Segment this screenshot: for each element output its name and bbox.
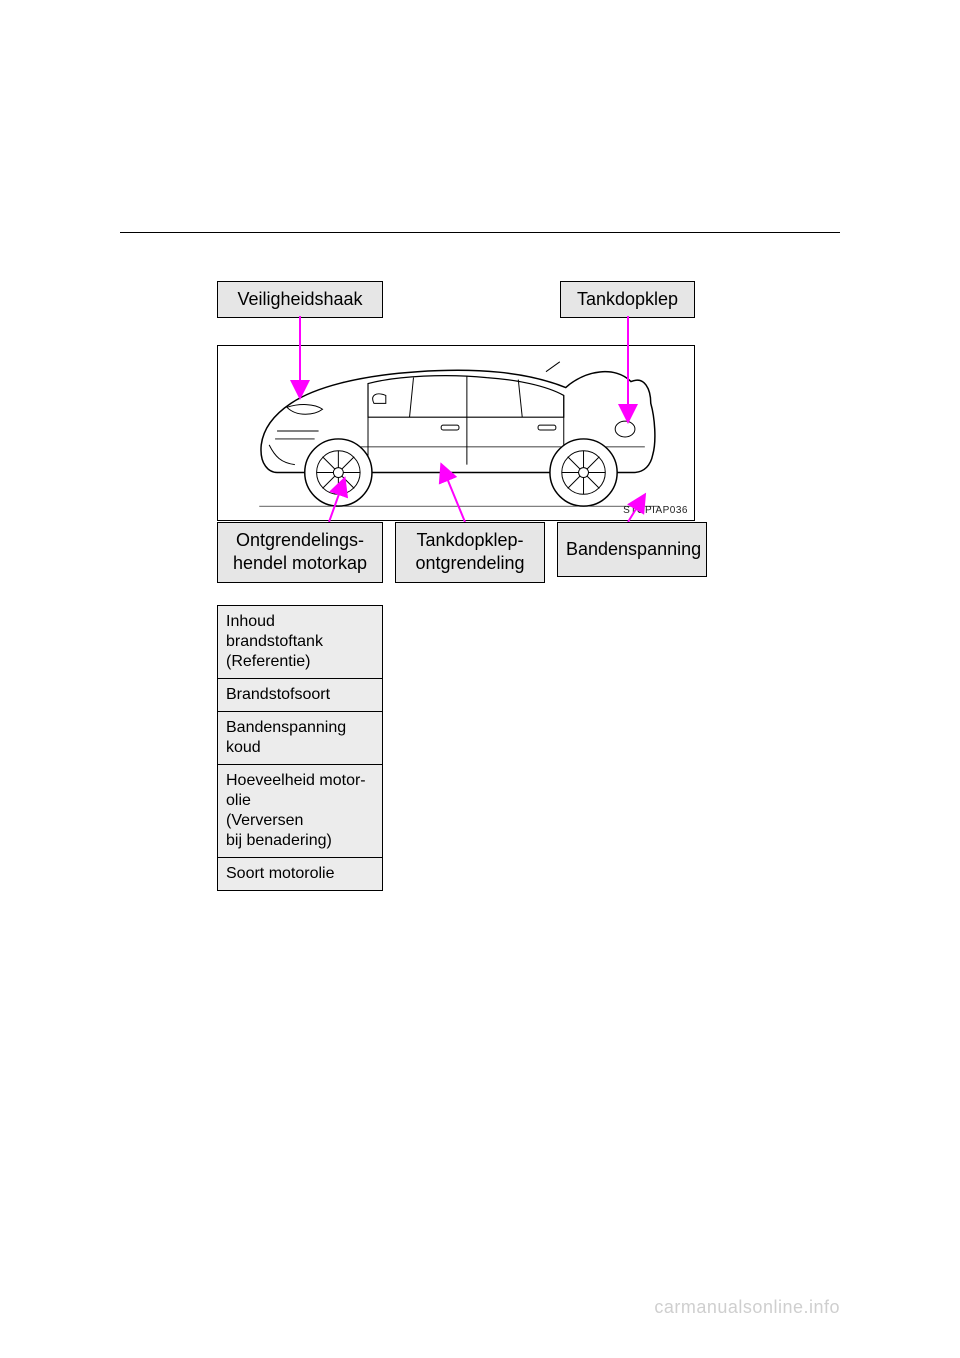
cell-line: Soort motorolie: [226, 865, 335, 882]
car-illustration: [218, 346, 694, 520]
car-diagram: STOPIAP036: [217, 345, 695, 521]
label-ontgrendelings: Ontgrendelings- hendel motorkap: [217, 522, 383, 583]
manual-page: Veiligheidshaak Tankdopklep: [0, 0, 960, 1358]
label-tankdopklep: Tankdopklep: [560, 281, 695, 318]
spec-table: Inhoud brandstoftank (Referentie) Brands…: [217, 605, 383, 891]
label-bandenspanning: Bandenspanning: [557, 522, 707, 577]
label-line: Tankdopklep-: [416, 530, 523, 550]
cell-line: Hoeveelheid motor-: [226, 772, 366, 789]
label-veiligheidshaak: Veiligheidshaak: [217, 281, 383, 318]
label-line: Ontgrendelings-: [236, 530, 364, 550]
cell-line: Bandenspanning: [226, 719, 346, 736]
cell-line: (Referentie): [226, 653, 310, 670]
footer-watermark: carmanualsonline.info: [654, 1297, 840, 1318]
table-row: Bandenspanning koud: [218, 712, 383, 765]
table-row: Soort motorolie: [218, 858, 383, 891]
label-line: ontgrendeling: [415, 553, 524, 573]
label-tankdopklep-ontgrendeling: Tankdopklep- ontgrendeling: [395, 522, 545, 583]
cell-line: koud: [226, 739, 261, 756]
table-row: Hoeveelheid motor- olie (Verversen bij b…: [218, 765, 383, 858]
cell-line: Brandstofsoort: [226, 686, 330, 703]
arrows-layer: [0, 0, 960, 1358]
cell-line: bij benadering): [226, 832, 332, 849]
table-row: Inhoud brandstoftank (Referentie): [218, 606, 383, 679]
table-row: Brandstofsoort: [218, 679, 383, 712]
cell-line: (Verversen: [226, 812, 303, 829]
top-divider: [120, 232, 840, 233]
label-line: hendel motorkap: [233, 553, 367, 573]
diagram-code: STOPIAP036: [623, 505, 688, 516]
cell-line: olie: [226, 792, 251, 809]
cell-line: Inhoud brandstoftank: [226, 613, 323, 650]
